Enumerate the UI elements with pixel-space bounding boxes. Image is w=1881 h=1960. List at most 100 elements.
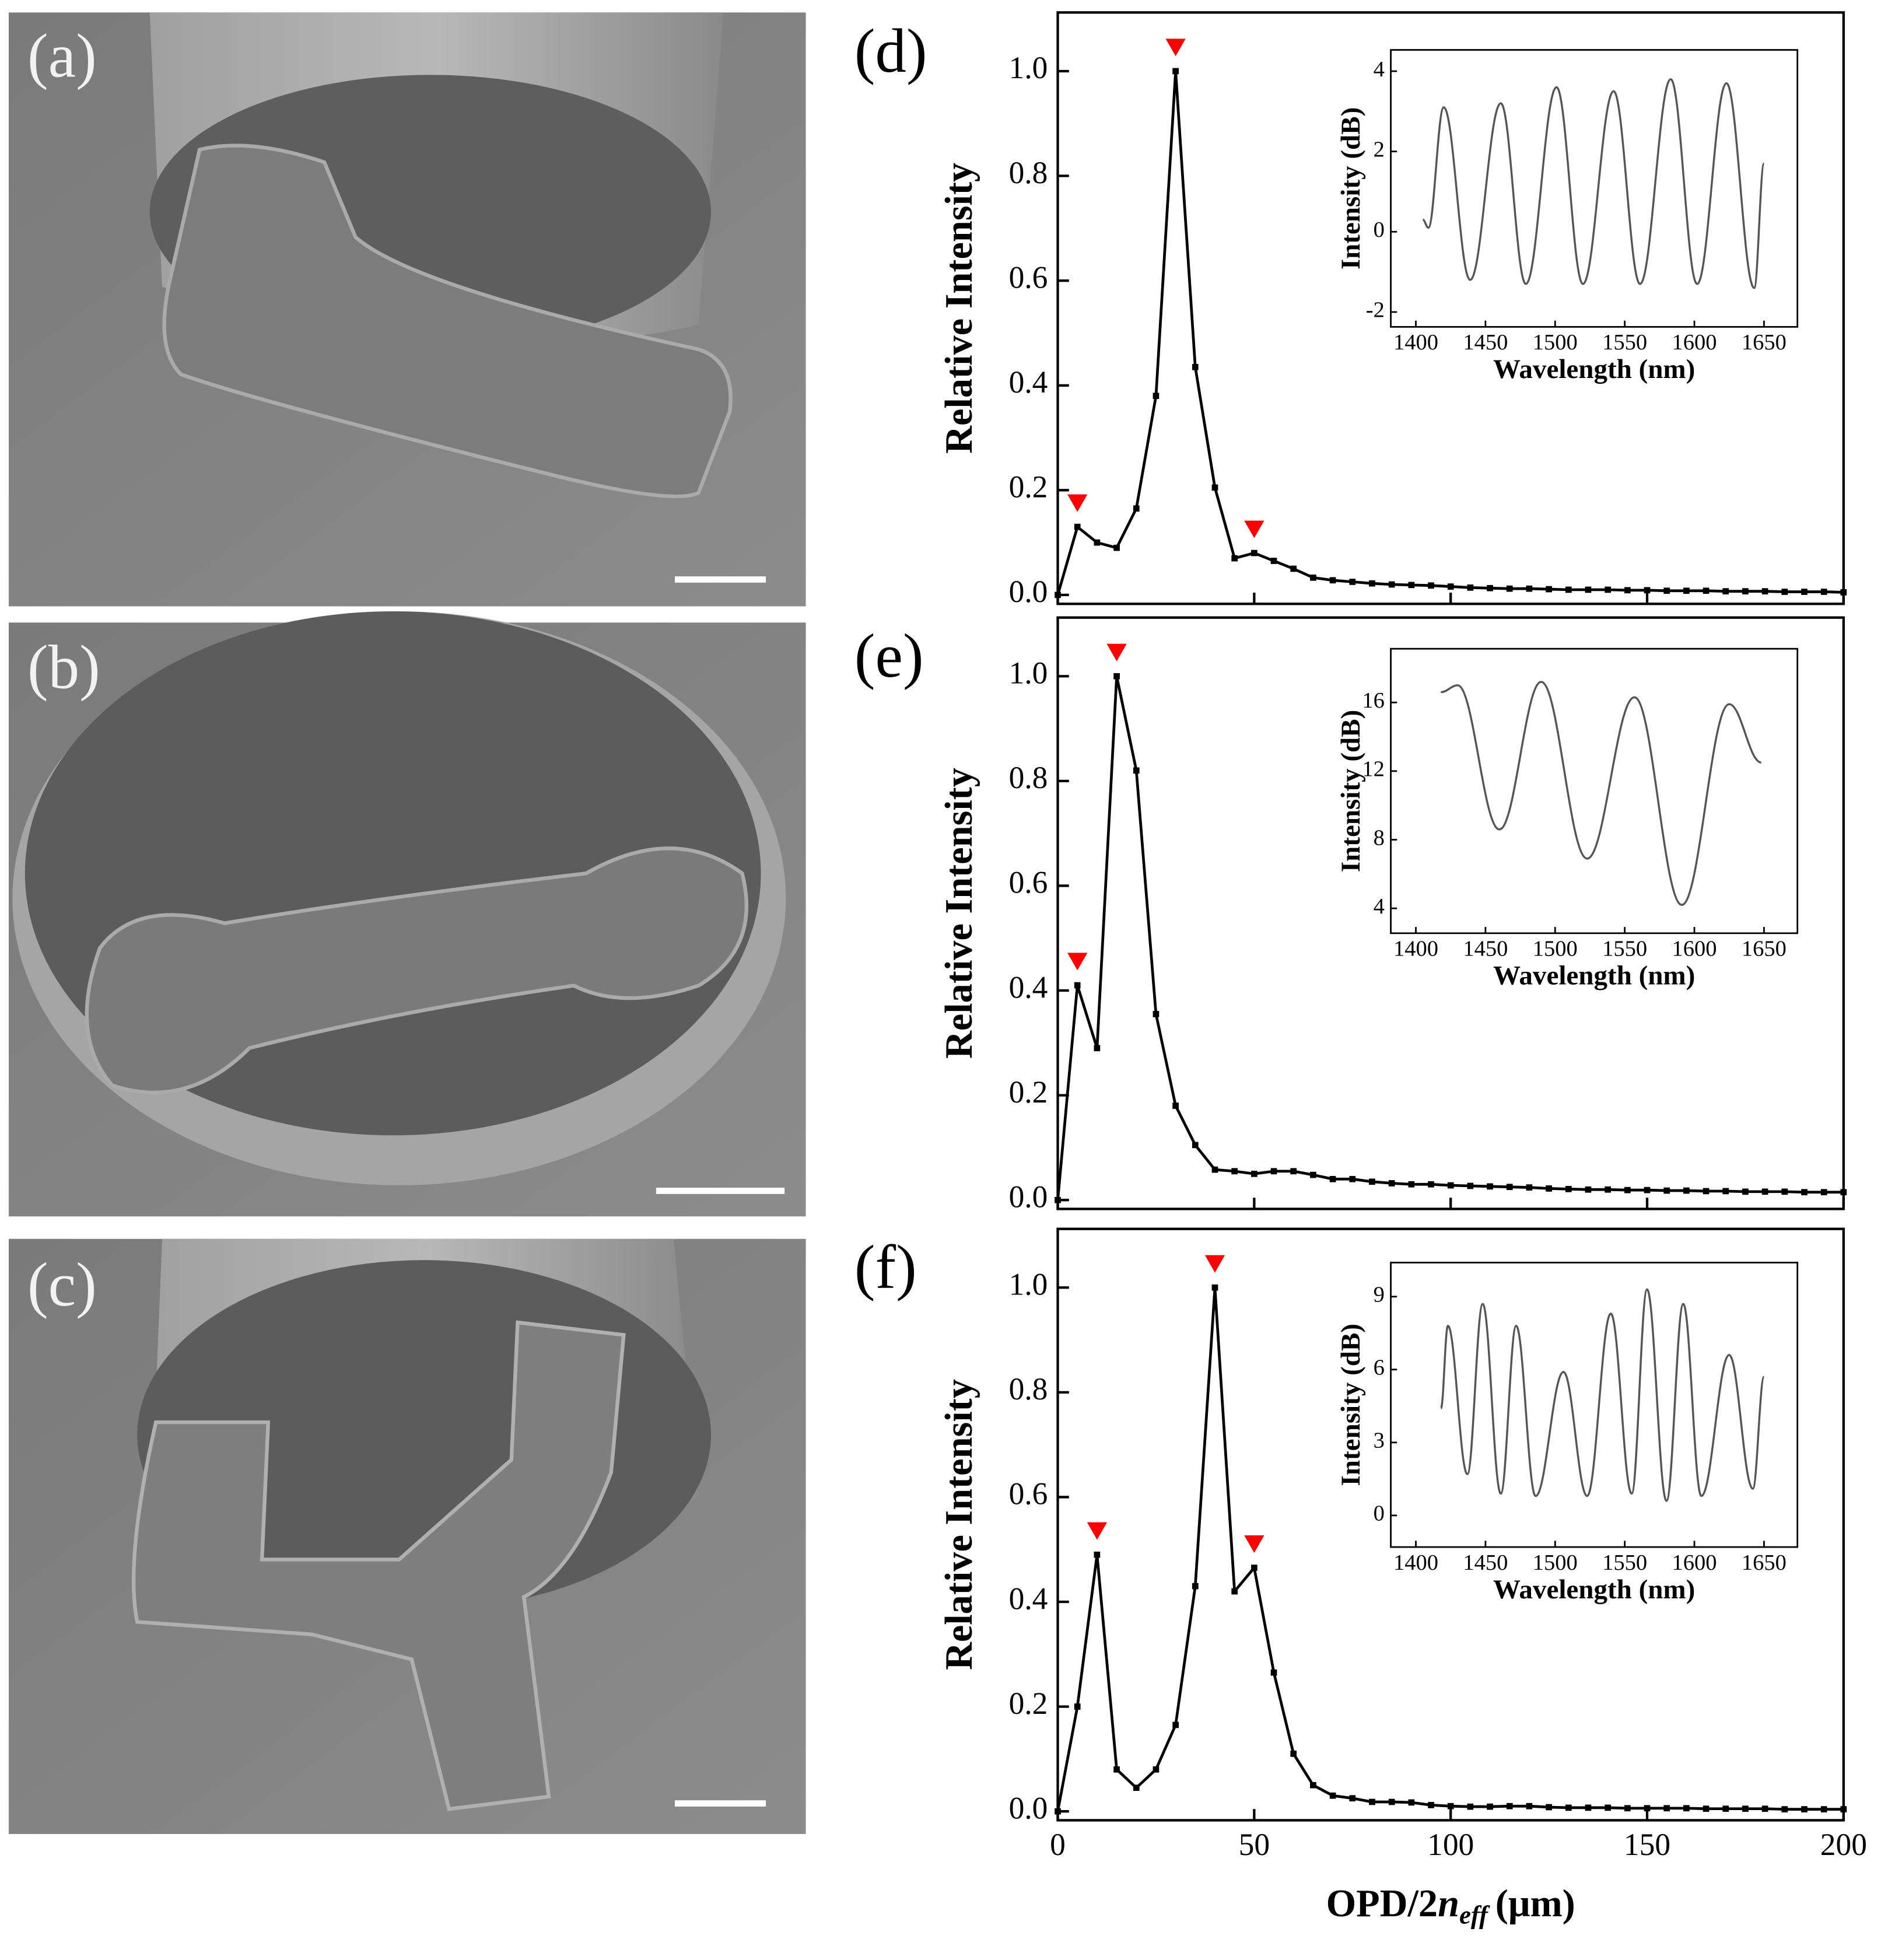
data-point xyxy=(1094,539,1101,546)
data-point xyxy=(1329,1792,1336,1799)
data-point xyxy=(1094,1551,1101,1558)
data-point xyxy=(1663,1805,1670,1812)
panel-label: (e) xyxy=(854,622,924,691)
data-point xyxy=(1113,544,1120,551)
data-point xyxy=(1428,582,1434,589)
data-point xyxy=(1211,484,1218,491)
data-point xyxy=(1094,1045,1101,1052)
data-point xyxy=(1506,1184,1513,1191)
data-point xyxy=(1683,1187,1690,1194)
y-tick-label: 0.4 xyxy=(1009,365,1048,400)
inset-line xyxy=(1441,681,1762,906)
data-point xyxy=(1211,1284,1218,1291)
data-point xyxy=(1329,577,1336,584)
inset-x-tick-label: 1550 xyxy=(1602,937,1647,961)
inset-y-axis-label: Intensity (dB) xyxy=(1336,710,1366,872)
y-tick-label: 0.0 xyxy=(1009,1790,1048,1825)
data-point xyxy=(1251,1170,1257,1177)
y-tick-label: 1.0 xyxy=(1009,656,1048,691)
data-point xyxy=(1231,1588,1238,1595)
y-tick-label: 1.0 xyxy=(1009,1267,1048,1302)
peak-marker xyxy=(1106,643,1127,662)
data-point xyxy=(1211,1166,1218,1173)
inset-x-axis-label: Wavelength (nm) xyxy=(1493,1574,1695,1605)
inset-y-tick-label: 0 xyxy=(1374,1502,1385,1526)
data-point xyxy=(1506,1803,1513,1810)
inset-line xyxy=(1422,78,1766,289)
data-point xyxy=(1781,589,1788,595)
data-point xyxy=(1447,1803,1454,1810)
data-point xyxy=(1153,1766,1160,1773)
inset-x-tick-label: 1500 xyxy=(1533,330,1578,355)
inset-x-tick-label: 1400 xyxy=(1393,1550,1438,1575)
data-point xyxy=(1742,1805,1749,1812)
x-axis-label-var: n xyxy=(1438,1882,1459,1925)
data-point xyxy=(1270,1168,1277,1175)
data-point xyxy=(1605,1804,1611,1811)
data-point xyxy=(1742,1188,1749,1195)
data-point xyxy=(1172,1721,1179,1728)
peak-marker xyxy=(1244,520,1264,538)
y-tick-label: 0.8 xyxy=(1009,1371,1048,1406)
x-tick-label: 0 xyxy=(1050,1827,1066,1862)
data-point xyxy=(1840,1189,1847,1196)
x-tick-label: 50 xyxy=(1239,1827,1270,1862)
data-point xyxy=(1153,1011,1160,1017)
data-point xyxy=(1663,1187,1670,1194)
data-point xyxy=(1349,1795,1356,1802)
data-point xyxy=(1683,587,1690,594)
panel-label: (d) xyxy=(854,17,927,86)
data-point xyxy=(1388,1798,1395,1805)
data-point xyxy=(1369,580,1375,587)
plot-frame xyxy=(1056,11,1845,606)
panel-label: (f) xyxy=(854,1233,917,1302)
data-point xyxy=(1644,1186,1651,1194)
inset-x-tick-label: 1600 xyxy=(1672,330,1717,355)
data-point xyxy=(1761,1188,1768,1195)
x-tick-label: 200 xyxy=(1820,1827,1867,1862)
x-axis-label-unit: (μm) xyxy=(1495,1882,1575,1925)
data-point xyxy=(1349,1175,1356,1182)
inset-x-tick-label: 1450 xyxy=(1463,1550,1508,1575)
data-point xyxy=(1055,592,1061,598)
data-point xyxy=(1369,1798,1375,1805)
data-point xyxy=(1074,523,1081,530)
data-point xyxy=(1231,1168,1238,1175)
data-point xyxy=(1683,1805,1690,1812)
data-point xyxy=(1742,588,1749,594)
y-tick-label: 0.2 xyxy=(1009,1686,1048,1721)
inset-y-axis-label: Intensity (dB) xyxy=(1336,107,1366,270)
data-point xyxy=(1663,587,1670,594)
data-point xyxy=(1447,583,1454,590)
data-point xyxy=(1113,1766,1120,1773)
data-point xyxy=(1487,1803,1493,1810)
data-point xyxy=(1270,558,1277,564)
data-point xyxy=(1467,1803,1474,1810)
y-tick-label: 0.2 xyxy=(1009,1074,1048,1110)
inset-frame xyxy=(1390,1262,1799,1548)
data-point xyxy=(1585,1804,1592,1811)
data-point xyxy=(1546,586,1552,593)
panel-label: (a) xyxy=(27,22,97,90)
data-point xyxy=(1408,582,1415,589)
inset-x-tick-label: 1400 xyxy=(1393,937,1438,961)
y-axis-label: Relative Intensity xyxy=(938,163,980,454)
data-point xyxy=(1172,1102,1179,1109)
y-tick-label: 0.6 xyxy=(1009,865,1048,900)
data-point xyxy=(1133,505,1140,512)
data-point xyxy=(1055,1808,1061,1815)
sem-image-b xyxy=(8,611,806,1217)
inset-x-tick-label: 1500 xyxy=(1533,1550,1578,1575)
data-point xyxy=(1487,584,1493,592)
data-point xyxy=(1428,1802,1434,1808)
data-point xyxy=(1310,574,1316,581)
data-point xyxy=(1644,587,1651,594)
data-point xyxy=(1408,1181,1415,1188)
data-point xyxy=(1467,584,1474,591)
inset-y-tick-label: 12 xyxy=(1362,757,1384,782)
inset-line xyxy=(1439,1288,1766,1502)
peak-marker xyxy=(1067,953,1088,971)
inset-y-tick-label: 4 xyxy=(1374,57,1385,82)
data-point xyxy=(1585,586,1592,593)
